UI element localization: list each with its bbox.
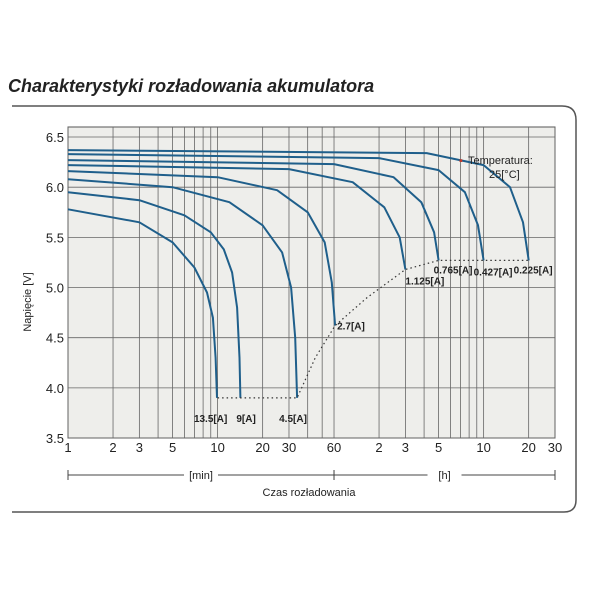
x-tick-label-8: 2 (375, 440, 382, 455)
y-axis-label: Napięcie [V] (22, 272, 34, 331)
curve-label-7: 0.225[A] (514, 265, 553, 276)
curve-5 (67, 159, 440, 261)
curve-4 (67, 164, 407, 270)
x-axis-label: Czas rozładowania (263, 487, 357, 499)
curve-label-6: 0.427[A] (474, 267, 513, 278)
x-tick-label-2: 3 (136, 440, 143, 455)
curve-label-0: 13.5[A] (194, 414, 227, 425)
grid (67, 127, 556, 439)
curve-label-1: 9[A] (236, 414, 255, 425)
discharge-curves (67, 149, 530, 398)
x-unit-groups: [min] [h] (67, 467, 556, 482)
x-tick-label-6: 30 (282, 440, 296, 455)
plot-area (67, 126, 556, 439)
curve-label-4: 1.125[A] (405, 276, 444, 287)
curve-3 (67, 170, 337, 326)
curve-label-3: 2.7[A] (337, 322, 365, 333)
curve-2 (67, 178, 299, 398)
y-tick-label-0: 3.5 (46, 431, 64, 446)
curve-labels: 13.5[A] 9[A] 4.5[A]2.7[A]1.125[A]0.765[A] 0… (194, 265, 553, 424)
curve-7 (67, 149, 530, 261)
y-tick-label-4: 5.5 (46, 230, 64, 245)
frame-border (12, 105, 577, 513)
x-tick-label-0: 1 (64, 440, 71, 455)
unit-label-bg-0 (184, 467, 219, 482)
x-tick-label-3: 5 (169, 440, 176, 455)
temperature-label: Temperatura: (468, 155, 533, 167)
temperature-value: 25[°C] (489, 169, 520, 181)
unit-label-1: [h] (438, 470, 450, 482)
curve-label-5: 0.765[A] (434, 265, 473, 276)
chart-title: Charakterystyki rozładowania akumulatora (8, 76, 374, 96)
unit-label-0: [min] (189, 470, 213, 482)
y-tick-label-6: 6.5 (46, 130, 64, 145)
x-tick-label-9: 3 (402, 440, 409, 455)
y-tick-label-2: 4.5 (46, 331, 64, 346)
y-tick-label-1: 4.0 (46, 381, 64, 396)
temperature-marker: ▪ (459, 155, 463, 167)
x-tick-label-12: 20 (521, 440, 535, 455)
x-tick-label-11: 10 (476, 440, 490, 455)
unit-label-bg-1 (427, 467, 462, 482)
y-tick-label-5: 6.0 (46, 180, 64, 195)
x-axis-ticks: 1 2 3 5 10 20 30 60 2 3 5 10 20 30 (64, 440, 562, 455)
curve-label-2: 4.5[A] (279, 414, 307, 425)
x-tick-label-10: 5 (435, 440, 442, 455)
x-tick-label-13: 30 (548, 440, 562, 455)
x-tick-label-5: 20 (255, 440, 269, 455)
curve-6 (67, 153, 485, 261)
y-tick-label-3: 5.0 (46, 281, 64, 296)
x-tick-label-4: 10 (210, 440, 224, 455)
x-tick-label-1: 2 (109, 440, 116, 455)
x-tick-label-7: 60 (327, 440, 341, 455)
curve-1 (67, 191, 242, 398)
curve-0 (67, 208, 218, 398)
y-axis-ticks: 3.5 4.0 4.5 5.0 5.5 6.0 6.5 (46, 130, 64, 446)
